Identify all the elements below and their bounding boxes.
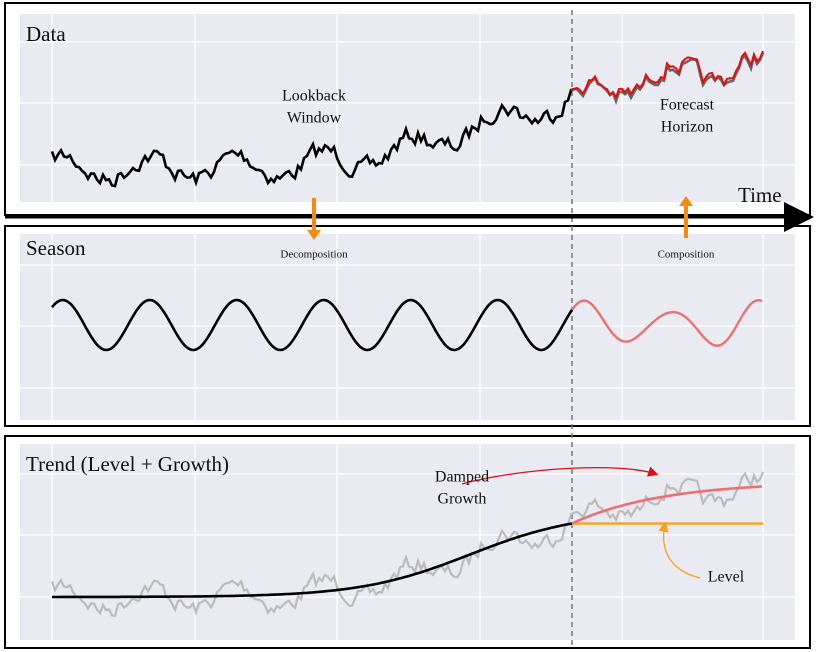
label: Decomposition — [280, 249, 348, 261]
axis-label: Time — [738, 183, 782, 207]
lookback-series — [50, 87, 575, 188]
damped-growth — [571, 485, 763, 525]
label: Growth — [438, 491, 487, 508]
plot-bg — [20, 234, 795, 420]
label: Level — [708, 569, 745, 586]
label: Horizon — [661, 119, 713, 136]
forecast-pred — [570, 50, 764, 100]
panel-title: Trend (Level + Growth) — [26, 452, 229, 476]
curves — [50, 50, 765, 618]
growth-arrow — [461, 466, 659, 485]
label: Forecast — [660, 97, 715, 114]
season-forecast — [571, 298, 763, 347]
label: Damped — [435, 469, 489, 486]
season-lookback — [51, 298, 574, 352]
plot-bg — [20, 444, 795, 640]
trend-lookback — [52, 522, 573, 599]
label: Lookback — [282, 88, 346, 105]
level-arrow — [658, 521, 701, 579]
label: Composition — [658, 249, 715, 261]
decomp-arrow-head — [307, 230, 321, 240]
panel-title: Season — [26, 236, 86, 260]
plot-bg — [20, 14, 795, 202]
comp-arrow-head — [679, 196, 693, 206]
panel-title: Data — [26, 22, 66, 46]
label: Window — [287, 110, 342, 127]
